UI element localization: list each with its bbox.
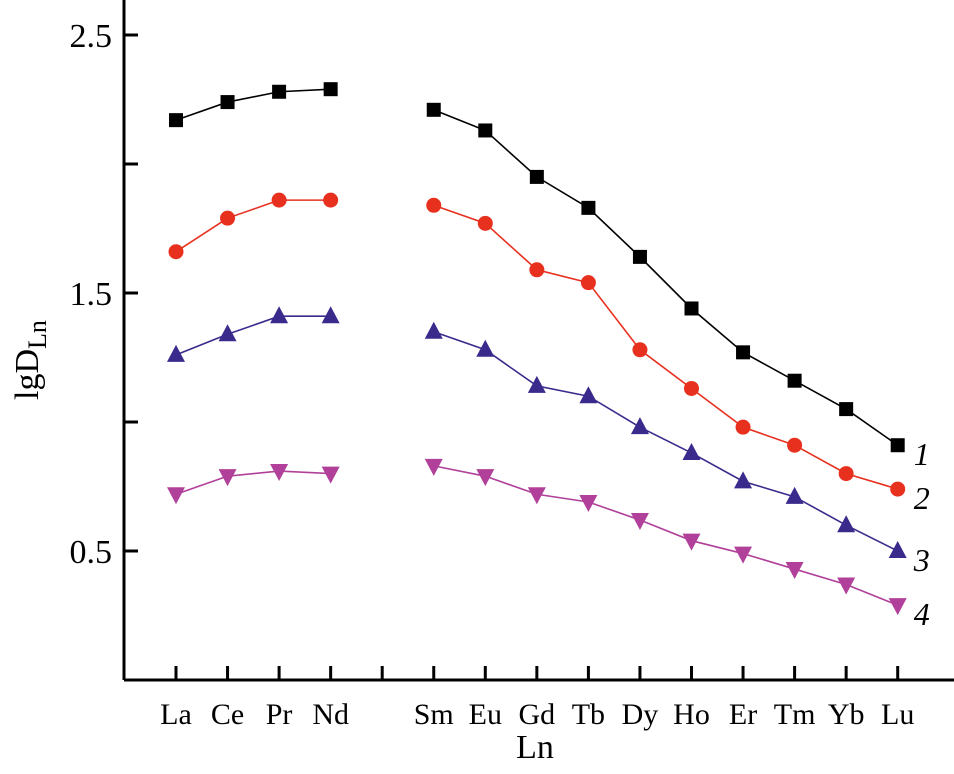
data-point bbox=[839, 402, 854, 417]
series-line bbox=[175, 315, 331, 356]
data-point bbox=[684, 380, 699, 396]
x-tick-label: Lu bbox=[881, 698, 914, 731]
data-point bbox=[167, 487, 185, 505]
data-point bbox=[478, 123, 493, 138]
data-point bbox=[529, 262, 545, 278]
series-line bbox=[175, 88, 331, 121]
y-axis-title-sub: Ln bbox=[23, 320, 52, 349]
series-line bbox=[433, 204, 898, 490]
data-point bbox=[527, 375, 546, 393]
y-tick-label: 0.5 bbox=[70, 534, 113, 571]
x-tick-label: Gd bbox=[519, 698, 556, 731]
data-point bbox=[169, 113, 183, 128]
x-tick-label: Nd bbox=[312, 698, 349, 731]
data-point bbox=[323, 192, 339, 208]
data-point bbox=[734, 471, 753, 489]
x-tick-label: Eu bbox=[469, 698, 502, 731]
data-point bbox=[787, 437, 803, 453]
data-point bbox=[785, 562, 804, 580]
data-point bbox=[890, 481, 906, 497]
series-line bbox=[433, 330, 899, 552]
data-point bbox=[787, 373, 802, 388]
data-point bbox=[220, 95, 235, 110]
data-point bbox=[632, 249, 647, 264]
axes bbox=[122, 0, 954, 682]
series-3: 3 bbox=[167, 306, 930, 578]
series-line bbox=[433, 109, 899, 446]
data-point bbox=[424, 321, 443, 339]
y-ticks: 2.5 1.5 0.5 bbox=[70, 18, 138, 571]
data-point bbox=[888, 598, 907, 616]
data-point bbox=[581, 200, 596, 215]
series-label: 1 bbox=[914, 436, 930, 472]
x-tick-label: Tb bbox=[572, 698, 605, 731]
data-point bbox=[323, 82, 338, 97]
data-point bbox=[890, 438, 905, 453]
x-tick-label: Er bbox=[729, 698, 757, 731]
x-tick-label: Pr bbox=[266, 698, 293, 731]
series-label: 3 bbox=[913, 542, 930, 578]
data-point bbox=[630, 513, 649, 531]
data-point bbox=[837, 515, 856, 533]
x-tick-label: La bbox=[160, 698, 192, 731]
data-point bbox=[785, 486, 804, 504]
data-point bbox=[270, 464, 289, 482]
series-line bbox=[175, 470, 331, 495]
data-point bbox=[272, 84, 287, 99]
series-line bbox=[175, 199, 331, 253]
data-point bbox=[736, 345, 751, 360]
x-ticks: La Ce Pr Nd Sm Eu Gd Tb Dy Ho Er Tm Yb Lu bbox=[160, 666, 914, 731]
x-tick-label: Ho bbox=[673, 698, 710, 731]
x-axis-title: Ln bbox=[516, 729, 554, 766]
data-point bbox=[579, 494, 598, 512]
y-tick-label: 2.5 bbox=[70, 18, 113, 55]
series-1: 1 bbox=[169, 82, 930, 472]
data-point bbox=[168, 244, 184, 260]
data-point bbox=[630, 417, 649, 435]
data-point bbox=[167, 344, 185, 362]
y-axis-title-main: lgD bbox=[9, 349, 46, 400]
series-2: 2 bbox=[168, 192, 930, 516]
data-point bbox=[580, 275, 596, 291]
data-point bbox=[424, 458, 443, 476]
data-point bbox=[321, 306, 340, 324]
data-point bbox=[218, 469, 237, 487]
y-tick-label: 1.5 bbox=[70, 276, 113, 313]
data-point bbox=[632, 342, 648, 358]
series-label: 4 bbox=[914, 596, 930, 632]
data-point bbox=[527, 487, 546, 505]
data-point bbox=[477, 215, 493, 231]
data-point bbox=[684, 301, 699, 316]
data-point bbox=[734, 546, 753, 564]
data-point bbox=[270, 306, 289, 324]
data-point bbox=[529, 169, 544, 184]
x-tick-label: Tm bbox=[774, 698, 816, 731]
data-point bbox=[426, 197, 442, 213]
data-point bbox=[837, 577, 856, 595]
x-tick-label: Yb bbox=[828, 698, 865, 731]
data-point bbox=[220, 210, 236, 226]
data-point bbox=[476, 469, 495, 487]
data-point bbox=[838, 466, 854, 482]
series-line bbox=[433, 465, 898, 606]
y-axis-title: lgDLn bbox=[9, 320, 52, 400]
series-label: 2 bbox=[914, 480, 930, 516]
data-point bbox=[476, 339, 495, 357]
x-tick-label: Sm bbox=[414, 698, 454, 731]
data-point bbox=[735, 419, 751, 435]
data-point bbox=[271, 192, 287, 208]
data-point bbox=[579, 386, 598, 404]
x-tick-label: Dy bbox=[622, 698, 659, 731]
data-point bbox=[682, 533, 701, 551]
data-point bbox=[321, 466, 340, 484]
data-point bbox=[426, 102, 441, 117]
series-group: 1 2 3 4 bbox=[167, 82, 930, 632]
data-point bbox=[888, 541, 907, 558]
data-point bbox=[682, 442, 701, 460]
x-tick-label: Ce bbox=[211, 698, 244, 731]
series-4: 4 bbox=[167, 458, 930, 632]
data-point bbox=[218, 324, 237, 342]
